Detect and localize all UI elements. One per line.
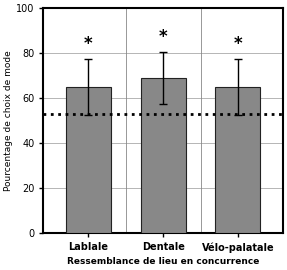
Text: *: * (159, 28, 167, 46)
Bar (66, 87, 111, 233)
Y-axis label: Pourcentage de choix de mode: Pourcentage de choix de mode (4, 50, 13, 191)
Text: *: * (234, 35, 242, 53)
X-axis label: Ressemblance de lieu en concurrence: Ressemblance de lieu en concurrence (67, 257, 259, 266)
Text: *: * (84, 35, 93, 53)
Bar (216, 87, 260, 233)
Bar (141, 78, 185, 233)
